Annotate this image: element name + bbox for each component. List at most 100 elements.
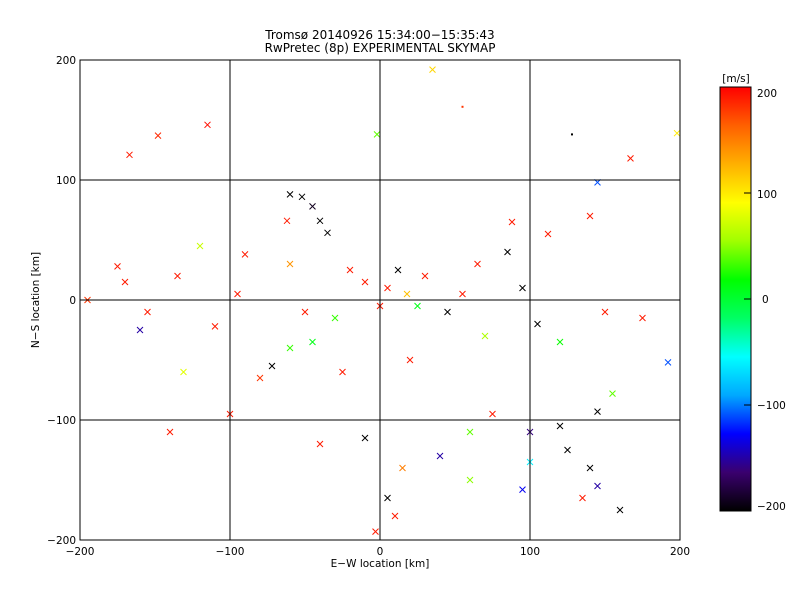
data-point-cross	[534, 320, 541, 328]
data-point-cross	[361, 434, 369, 442]
data-point-cross	[429, 66, 436, 73]
data-point-cross	[286, 260, 294, 268]
data-point-cross	[406, 356, 414, 364]
data-point-cross	[459, 290, 466, 298]
data-point-cross	[481, 332, 489, 340]
y-axis-label: N−S location [km]	[30, 252, 42, 348]
data-point-cross	[114, 263, 121, 270]
data-point-cross	[384, 284, 391, 292]
y-tick-label: −100	[47, 415, 76, 427]
x-tick-label: 200	[670, 546, 690, 558]
x-tick-label: 100	[520, 546, 540, 558]
data-point-cross	[361, 278, 369, 286]
data-point-cross	[489, 410, 496, 418]
colorbar-tick-label: 0	[762, 294, 769, 306]
data-point-cross	[196, 242, 204, 250]
y-tick-label: 100	[56, 175, 76, 187]
plot-frame	[79, 59, 681, 541]
data-point-cross	[436, 452, 444, 460]
data-point-cross	[564, 446, 571, 454]
x-ticks: −200 −100 0 100 200	[66, 546, 690, 558]
data-point-cross	[444, 308, 451, 316]
data-point-cross	[664, 359, 672, 366]
colorbar-tick-label: 100	[757, 189, 777, 201]
y-tick-label: 200	[56, 55, 76, 67]
data-point-cross	[346, 266, 354, 274]
data-point-cross	[144, 308, 151, 316]
data-point-cross	[241, 251, 249, 258]
colorbar-tick-label: −200	[757, 501, 786, 513]
data-point-cross	[616, 506, 624, 514]
x-tick-label: 0	[377, 546, 384, 558]
colorbar-tick-label: 200	[757, 88, 777, 100]
y-ticks: −200 −100 0 100 200	[47, 55, 76, 547]
data-point-cross	[331, 314, 339, 322]
chart-title: Tromsø 20140926 15:34:00−15:35:43	[264, 28, 494, 42]
data-point-cross	[286, 344, 294, 352]
data-point-cross	[394, 266, 402, 274]
data-point-cross	[627, 155, 634, 162]
data-point-cross	[121, 278, 129, 286]
data-point-cross	[309, 338, 316, 346]
colorbar-tick-label: −100	[757, 400, 786, 412]
data-point-cross	[211, 323, 219, 330]
data-points	[84, 66, 680, 535]
x-axis-label: E−W location [km]	[331, 558, 430, 570]
data-point-cross	[609, 390, 616, 397]
data-point-cross	[556, 338, 564, 346]
colorbar-unit-label: [m/s]	[722, 73, 749, 85]
data-point-cross	[601, 308, 609, 316]
data-point-cross	[474, 260, 481, 268]
data-point-cross	[324, 229, 331, 237]
data-point-cross	[298, 193, 306, 201]
data-point-dot	[461, 105, 464, 108]
data-point-cross	[384, 494, 391, 502]
data-point-cross	[579, 494, 586, 502]
data-point-cross	[126, 151, 133, 159]
data-point-cross	[316, 440, 324, 448]
data-point-cross	[283, 217, 291, 225]
data-point-cross	[399, 464, 406, 472]
colorbar: [m/s] 200 100 0 −100 −200	[719, 73, 786, 513]
y-tick-label: 0	[69, 295, 76, 307]
data-point-cross	[301, 308, 309, 316]
y-tick-label: −200	[47, 535, 76, 547]
data-point-cross	[391, 512, 399, 520]
data-point-cross	[136, 326, 144, 334]
data-point-cross	[594, 482, 601, 490]
data-point-cross	[180, 368, 187, 376]
data-point-cross	[373, 131, 381, 138]
data-point-cross	[174, 272, 181, 280]
data-point-cross	[414, 302, 421, 310]
data-point-cross	[466, 476, 474, 484]
grid-lines	[80, 60, 680, 540]
data-point-dot	[571, 133, 573, 136]
data-point-cross	[309, 203, 316, 210]
data-point-cross	[544, 230, 552, 238]
data-point-cross	[234, 290, 241, 298]
data-point-cross	[519, 284, 526, 292]
data-point-cross	[339, 368, 346, 376]
data-point-cross	[403, 290, 411, 298]
data-point-cross	[372, 528, 379, 535]
data-point-cross	[586, 464, 594, 472]
data-point-cross	[556, 422, 564, 430]
data-point-cross	[673, 129, 680, 137]
chart-subtitle: RwPretec (8p) EXPERIMENTAL SKYMAP	[265, 41, 496, 55]
data-point-cross	[204, 121, 211, 129]
data-point-cross	[286, 191, 294, 198]
data-point-cross	[586, 212, 594, 220]
data-point-cross	[256, 374, 264, 382]
data-point-cross	[268, 362, 276, 370]
data-point-cross	[519, 486, 526, 493]
data-point-cross	[504, 248, 511, 256]
data-point-cross	[166, 428, 174, 436]
data-point-cross	[316, 217, 324, 225]
data-point-cross	[466, 428, 474, 436]
data-point-cross	[154, 132, 162, 139]
x-tick-label: −100	[216, 546, 245, 558]
data-point-cross	[594, 408, 601, 415]
data-point-cross	[508, 218, 516, 226]
data-point-cross	[421, 272, 429, 280]
